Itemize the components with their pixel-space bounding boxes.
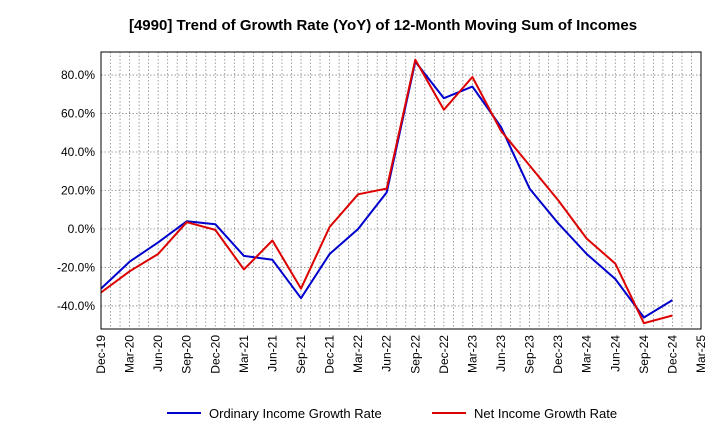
x-tick-label: Sep-24 (637, 335, 651, 374)
x-tick-label: Sep-20 (180, 335, 194, 374)
x-tick-label: Mar-20 (123, 335, 137, 373)
x-tick-label: Jun-21 (265, 335, 279, 372)
legend: Ordinary Income Growth Rate Net Income Gr… (167, 406, 617, 421)
x-tick-label: Dec-24 (665, 335, 679, 374)
x-tick-label: Sep-23 (523, 335, 537, 374)
x-tick-label: Mar-24 (580, 335, 594, 373)
x-tick-label: Dec-21 (323, 335, 337, 374)
y-tick-label: -40.0% (57, 299, 95, 313)
legend-label-1: Ordinary Income Growth Rate (209, 406, 382, 421)
y-tick-label: -20.0% (57, 260, 95, 274)
y-tick-label: 20.0% (61, 184, 95, 198)
y-tick-label: 80.0% (61, 68, 95, 82)
x-tick-label: Dec-20 (208, 335, 222, 374)
x-tick-label: Sep-21 (294, 335, 308, 374)
x-tick-label: Dec-23 (551, 335, 565, 374)
chart-title: [4990] Trend of Growth Rate (YoY) of 12-… (129, 17, 637, 34)
x-tick-label: Jun-23 (494, 335, 508, 372)
x-tick-label: Dec-19 (94, 335, 108, 374)
y-tick-label: 60.0% (61, 107, 95, 121)
x-tick-label: Dec-22 (437, 335, 451, 374)
x-tick-label: Jun-24 (608, 335, 622, 372)
x-tick-label: Mar-22 (351, 335, 365, 373)
x-tick-label: Mar-21 (237, 335, 251, 373)
x-tick-label: Jun-22 (380, 335, 394, 372)
x-tick-label: Sep-22 (408, 335, 422, 374)
series-line-1 (100, 60, 673, 319)
series-lines (100, 58, 673, 325)
y-axis: -40.0% -20.0% 0.0% 20.0% 40.0% 60.0% 80.0% (57, 68, 95, 313)
legend-label-2: Net Income Growth Rate (474, 406, 617, 421)
y-tick-label: 0.0% (68, 222, 96, 236)
x-tick-label: Mar-25 (694, 335, 708, 373)
x-tick-label: Mar-23 (465, 335, 479, 373)
y-tick-label: 40.0% (61, 145, 95, 159)
grid (100, 52, 702, 329)
x-tick-label: Jun-20 (151, 335, 165, 372)
series-line-2 (100, 58, 673, 325)
plot-frame (100, 51, 702, 330)
x-axis: Dec-19 Mar-20 Jun-20 Sep-20 Dec-20 Mar-21 Jun-… (94, 335, 708, 374)
